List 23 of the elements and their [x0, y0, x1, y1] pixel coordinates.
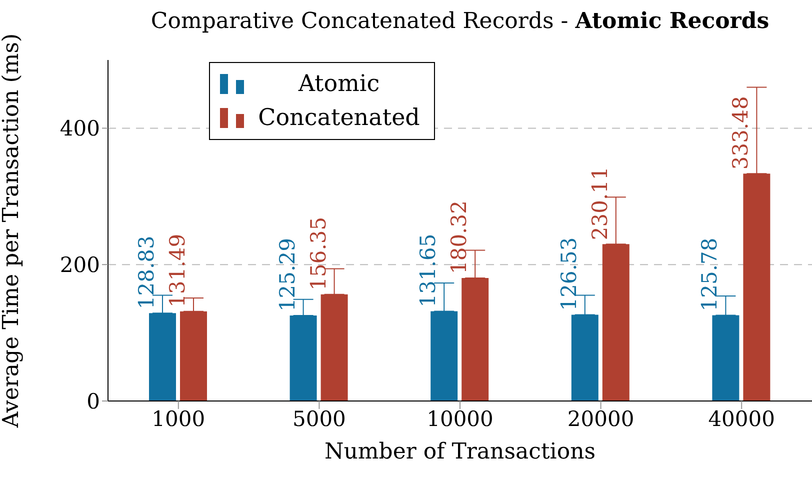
x-axis-title: Number of Transactions [324, 440, 596, 465]
x-tick-label: 5000 [292, 406, 346, 431]
data-label: 131.49 [166, 234, 190, 308]
data-label: 333.48 [728, 96, 753, 170]
x-tick-label: 40000 [708, 406, 776, 431]
data-label: 131.65 [416, 234, 440, 308]
y-axis-title: Average Time per Transaction (ms) [0, 33, 24, 429]
data-label: 128.83 [134, 236, 158, 310]
x-tick-label: 1000 [152, 406, 206, 431]
data-label: 230.11 [588, 166, 612, 240]
data-label: 156.35 [306, 216, 330, 290]
data-label: 125.78 [698, 238, 722, 312]
data-label: 125.29 [275, 238, 300, 312]
legend-label: Concatenated [257, 105, 421, 131]
y-tick-label: 400 [60, 116, 100, 141]
y-tick-label: 200 [60, 253, 100, 278]
y-tick-label: 0 [86, 389, 100, 414]
x-tick-label: 10000 [426, 406, 494, 431]
data-label: 180.32 [447, 200, 472, 274]
x-tick-label: 20000 [567, 406, 634, 431]
chart-title: Comparative Concatenated Records - Atomic Records [150, 8, 770, 34]
legend-label: Atomic [297, 71, 381, 97]
data-label: 126.53 [556, 237, 581, 311]
